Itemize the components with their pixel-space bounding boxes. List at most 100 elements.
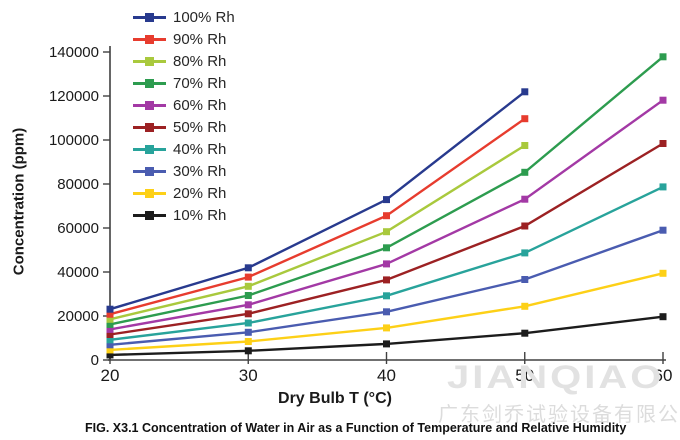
legend-marker-80-rh <box>133 57 166 66</box>
x-tick-label: 20 <box>101 366 120 385</box>
legend-item-40-rh: 40% Rh <box>133 141 235 158</box>
series-50-rh <box>106 140 667 338</box>
data-point-marker <box>106 351 114 359</box>
data-point-marker <box>659 226 667 234</box>
legend-label-80-rh: 80% Rh <box>173 53 227 70</box>
data-point-marker <box>521 195 529 203</box>
legend-label-50-rh: 50% Rh <box>173 119 227 136</box>
legend-label-100-rh: 100% Rh <box>173 9 235 26</box>
data-point-marker <box>383 260 390 268</box>
data-point-marker <box>106 336 114 344</box>
watermark-company-name: 广东剑乔试验设备有限公司 <box>438 404 680 426</box>
legend-item-60-rh: 60% Rh <box>133 97 235 114</box>
series-30-rh <box>106 226 667 349</box>
data-point-marker <box>244 310 252 318</box>
data-point-marker <box>521 249 529 257</box>
legend-marker-square <box>145 123 154 132</box>
legend-marker-40-rh <box>133 145 166 154</box>
y-tick-label: 60000 <box>57 220 99 237</box>
data-point-marker <box>106 305 114 313</box>
y-tick-label: 40000 <box>57 264 99 281</box>
y-axis-title: Concentration (ppm) <box>10 127 28 276</box>
data-point-marker <box>659 269 667 277</box>
y-tick-label: 140000 <box>49 44 99 61</box>
legend-marker-square <box>145 189 154 198</box>
data-point-marker <box>383 324 390 332</box>
series-100-rh <box>106 88 529 313</box>
data-point-marker <box>244 338 252 345</box>
series-40-rh <box>106 183 667 344</box>
legend-marker-100-rh <box>133 13 166 22</box>
data-point-marker <box>521 115 529 123</box>
legend-marker-square <box>145 57 154 66</box>
data-point-marker <box>244 282 252 290</box>
legend-marker-square <box>145 13 154 22</box>
legend-label-60-rh: 60% Rh <box>173 97 227 114</box>
data-point-marker <box>106 341 114 349</box>
legend-item-30-rh: 30% Rh <box>133 163 235 180</box>
x-axis-title: Dry Bulb T (°C) <box>278 390 392 407</box>
legend-marker-square <box>145 35 154 44</box>
data-point-marker <box>659 183 667 191</box>
data-point-marker <box>659 53 667 61</box>
data-point-marker <box>383 308 390 316</box>
x-tick-label: 40 <box>377 366 396 385</box>
legend-label-40-rh: 40% Rh <box>173 141 227 158</box>
legend-marker-square <box>145 145 154 154</box>
data-point-marker <box>659 140 667 147</box>
legend-item-10-rh: 10% Rh <box>133 207 235 224</box>
legend-label-10-rh: 10% Rh <box>173 207 227 224</box>
legend-item-90-rh: 90% Rh <box>133 31 235 48</box>
legend-label-20-rh: 20% Rh <box>173 185 227 202</box>
data-point-marker <box>244 347 252 355</box>
legend-marker-30-rh <box>133 167 166 176</box>
series-10-rh <box>106 313 667 359</box>
series-60-rh <box>106 96 667 333</box>
legend-marker-60-rh <box>133 101 166 110</box>
series-90-rh <box>106 115 529 318</box>
data-point-marker <box>106 325 114 333</box>
legend-label-30-rh: 30% Rh <box>173 163 227 180</box>
legend-item-50-rh: 50% Rh <box>133 119 235 136</box>
legend-label-90-rh: 90% Rh <box>173 31 227 48</box>
y-tick-label: 0 <box>91 352 99 369</box>
watermark-jianqiao-text: JIANQIAO <box>447 360 665 396</box>
data-point-marker <box>521 88 529 96</box>
y-tick-label: 100000 <box>49 132 99 149</box>
data-point-marker <box>521 276 529 283</box>
series-line-80-rh <box>109 144 526 321</box>
legend-marker-square <box>145 79 154 88</box>
y-tick-label: 80000 <box>57 176 99 193</box>
legend-marker-square <box>145 211 154 220</box>
data-point-marker <box>383 212 390 220</box>
data-point-marker <box>383 276 390 284</box>
legend-item-70-rh: 70% Rh <box>133 75 235 92</box>
data-point-marker <box>106 331 114 338</box>
series-70-rh <box>106 53 667 328</box>
data-point-marker <box>244 264 252 272</box>
figure-caption: FIG. X3.1 Concentration of Water in Air … <box>85 421 627 435</box>
legend-marker-70-rh <box>133 79 166 88</box>
data-point-marker <box>383 340 390 348</box>
chart-legend: 100% Rh 90% Rh 80% Rh 70% Rh 60% Rh 50% Rh 40%… <box>133 9 235 224</box>
data-point-marker <box>244 328 252 336</box>
data-point-marker <box>383 196 390 204</box>
legend-item-100-rh: 100% Rh <box>133 9 235 26</box>
data-point-marker <box>244 292 252 299</box>
data-point-marker <box>244 301 252 309</box>
data-point-marker <box>106 346 114 354</box>
data-point-marker <box>383 244 390 252</box>
legend-marker-90-rh <box>133 35 166 44</box>
data-point-marker <box>244 273 252 281</box>
data-point-marker <box>106 320 114 328</box>
legend-marker-10-rh <box>133 211 166 220</box>
data-point-marker <box>106 310 114 318</box>
data-point-marker <box>383 292 390 300</box>
data-point-marker <box>659 96 667 104</box>
legend-label-70-rh: 70% Rh <box>173 75 227 92</box>
data-point-marker <box>521 142 529 149</box>
data-point-marker <box>521 168 529 176</box>
series-80-rh <box>106 142 529 323</box>
